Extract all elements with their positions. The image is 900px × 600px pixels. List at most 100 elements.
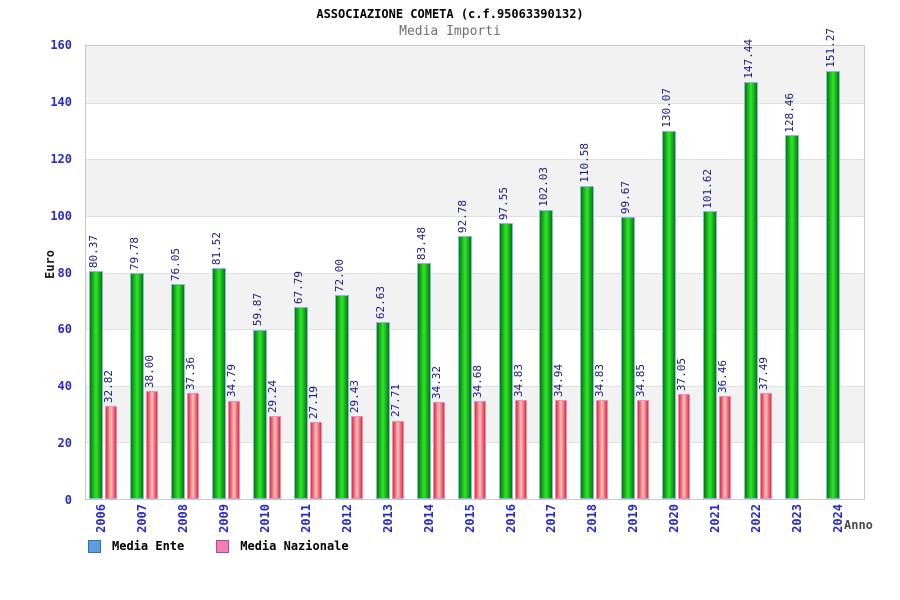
y-axis: 0 20 40 60 80 100 120 140 160	[0, 38, 79, 507]
bar-value-label: 34.68	[470, 364, 484, 398]
year-group: 83.48 34.32 2014	[414, 46, 455, 533]
y-tick-label: 20	[57, 436, 72, 451]
bar-value-label: 34.94	[552, 363, 566, 398]
bar-media-nazionale	[391, 420, 404, 499]
bar-media-nazionale	[145, 391, 158, 499]
x-tick-label: 2007	[134, 504, 149, 533]
bar-media-ente	[662, 130, 677, 499]
bar-media-nazionale	[719, 395, 732, 499]
bar-value-label: 92.78	[455, 200, 469, 234]
legend: Media Ente Media Nazionale	[88, 539, 349, 553]
bar-media-nazionale	[350, 415, 363, 499]
x-tick-label: 2008	[175, 504, 190, 533]
bar-value-label: 59.87	[250, 293, 264, 327]
plot-band	[86, 46, 864, 103]
x-tick-label: 2012	[339, 504, 354, 533]
year-group: 147.44 37.49 2022	[741, 39, 782, 533]
y-tick-label: 80	[57, 265, 72, 280]
bar-media-nazionale	[309, 422, 322, 499]
bar-media-ente	[375, 321, 390, 499]
year-group: 72.00 29.43 2012	[332, 46, 373, 533]
bar-media-nazionale	[105, 406, 117, 499]
bar-media-nazionale	[514, 400, 527, 499]
bar-value-label: 38.00	[142, 355, 156, 389]
bar-media-ente	[293, 307, 308, 499]
bar-media-nazionale	[268, 416, 281, 499]
x-tick-label: 2018	[585, 504, 600, 533]
x-tick-label: 2017	[544, 504, 559, 533]
bar-value-label: 97.55	[496, 186, 510, 220]
bar-value-label: 81.52	[209, 232, 223, 266]
bar-value-label: 72.00	[332, 259, 346, 293]
bar-media-nazionale	[555, 400, 568, 499]
bar-media-ente	[785, 135, 800, 499]
bar-value-label: 37.49	[757, 356, 771, 390]
bar-value-label: 151.27	[824, 27, 838, 68]
bar-value-label: 29.24	[265, 380, 279, 414]
x-tick-label: 2009	[216, 504, 231, 533]
legend-label-media-nazionale: Media Nazionale	[240, 539, 349, 553]
bar-groups: 80.37 32.82 2006 79.78 38.00 2007 76.05 37.36 20…	[86, 28, 864, 533]
bar-value-label: 37.36	[183, 357, 197, 391]
plot-area: 80.37 32.82 2006 79.78 38.00 2007 76.05 37.36 20…	[85, 28, 865, 533]
year-group: 81.52 34.79 2009	[209, 46, 250, 533]
x-tick-label: 2013	[380, 504, 395, 533]
legend-item-media-nazionale: Media Nazionale	[216, 539, 349, 553]
y-tick-label: 0	[64, 493, 72, 507]
bar-media-nazionale	[637, 400, 650, 499]
bar-media-ente	[826, 70, 841, 499]
year-group: 97.55 34.83 2016	[496, 46, 537, 533]
x-tick-label: 2011	[298, 504, 313, 533]
year-group: 110.58 34.83 2018	[577, 46, 618, 533]
bar-value-label: 27.71	[388, 384, 402, 418]
x-axis-label: Anno	[844, 518, 873, 532]
bar-value-label: 37.05	[675, 357, 689, 392]
bar-media-nazionale	[432, 401, 445, 499]
bar-media-ente	[89, 271, 103, 499]
x-tick-label: 2019	[626, 504, 641, 533]
bar-value-label: 147.44	[742, 38, 756, 79]
x-tick-label: 2021	[708, 504, 723, 533]
year-group: 79.78 38.00 2007	[127, 46, 168, 533]
bar-value-label: 110.58	[578, 143, 592, 183]
bar-value-label: 34.85	[634, 364, 648, 398]
bar-value-label: 128.46	[783, 92, 797, 133]
year-group: 67.79 27.19 2011	[291, 46, 332, 533]
x-tick-label: 2010	[257, 504, 272, 533]
plot-band	[86, 215, 864, 273]
bar-media-ente	[703, 211, 718, 499]
x-tick-label: 2020	[667, 504, 682, 533]
bar-media-nazionale	[678, 394, 691, 499]
bar-media-ente	[416, 262, 431, 499]
y-tick-label: 120	[50, 151, 72, 166]
y-tick-label: 100	[50, 208, 72, 223]
bar-value-label: 102.03	[537, 167, 551, 208]
x-tick-label: 2024	[831, 504, 846, 533]
bar-media-ente	[498, 222, 513, 499]
plot-band	[86, 159, 864, 216]
x-tick-label: 2022	[749, 504, 764, 533]
bar-media-ente	[580, 185, 595, 499]
bar-media-nazionale	[596, 400, 609, 499]
bar-value-label: 29.43	[347, 379, 361, 413]
bar-media-nazionale	[760, 392, 773, 499]
bar-value-label: 62.63	[373, 285, 387, 319]
year-group: 80.37 32.82 2006	[86, 46, 127, 533]
bar-value-label: 32.82	[102, 369, 115, 404]
bar-value-label: 101.62	[701, 168, 715, 209]
bar-media-ente	[539, 210, 554, 499]
year-group: 101.62 36.46 2021	[700, 46, 741, 533]
year-group: 128.46 2023	[782, 46, 823, 533]
year-group: 102.03 34.94 2017	[536, 46, 577, 533]
bar-media-ente	[744, 81, 759, 499]
year-group: 92.78 34.68 2015	[455, 46, 496, 533]
bar-value-label: 76.05	[168, 247, 182, 281]
plot-band	[86, 102, 864, 160]
y-tick-label: 40	[57, 379, 72, 394]
year-group: 130.07 37.05 2020	[659, 46, 700, 533]
bar-value-label: 34.83	[511, 364, 525, 398]
bar-value-label: 36.46	[716, 359, 730, 393]
year-group: 99.67 34.85 2019	[618, 46, 659, 533]
bar-media-ente	[457, 236, 472, 499]
